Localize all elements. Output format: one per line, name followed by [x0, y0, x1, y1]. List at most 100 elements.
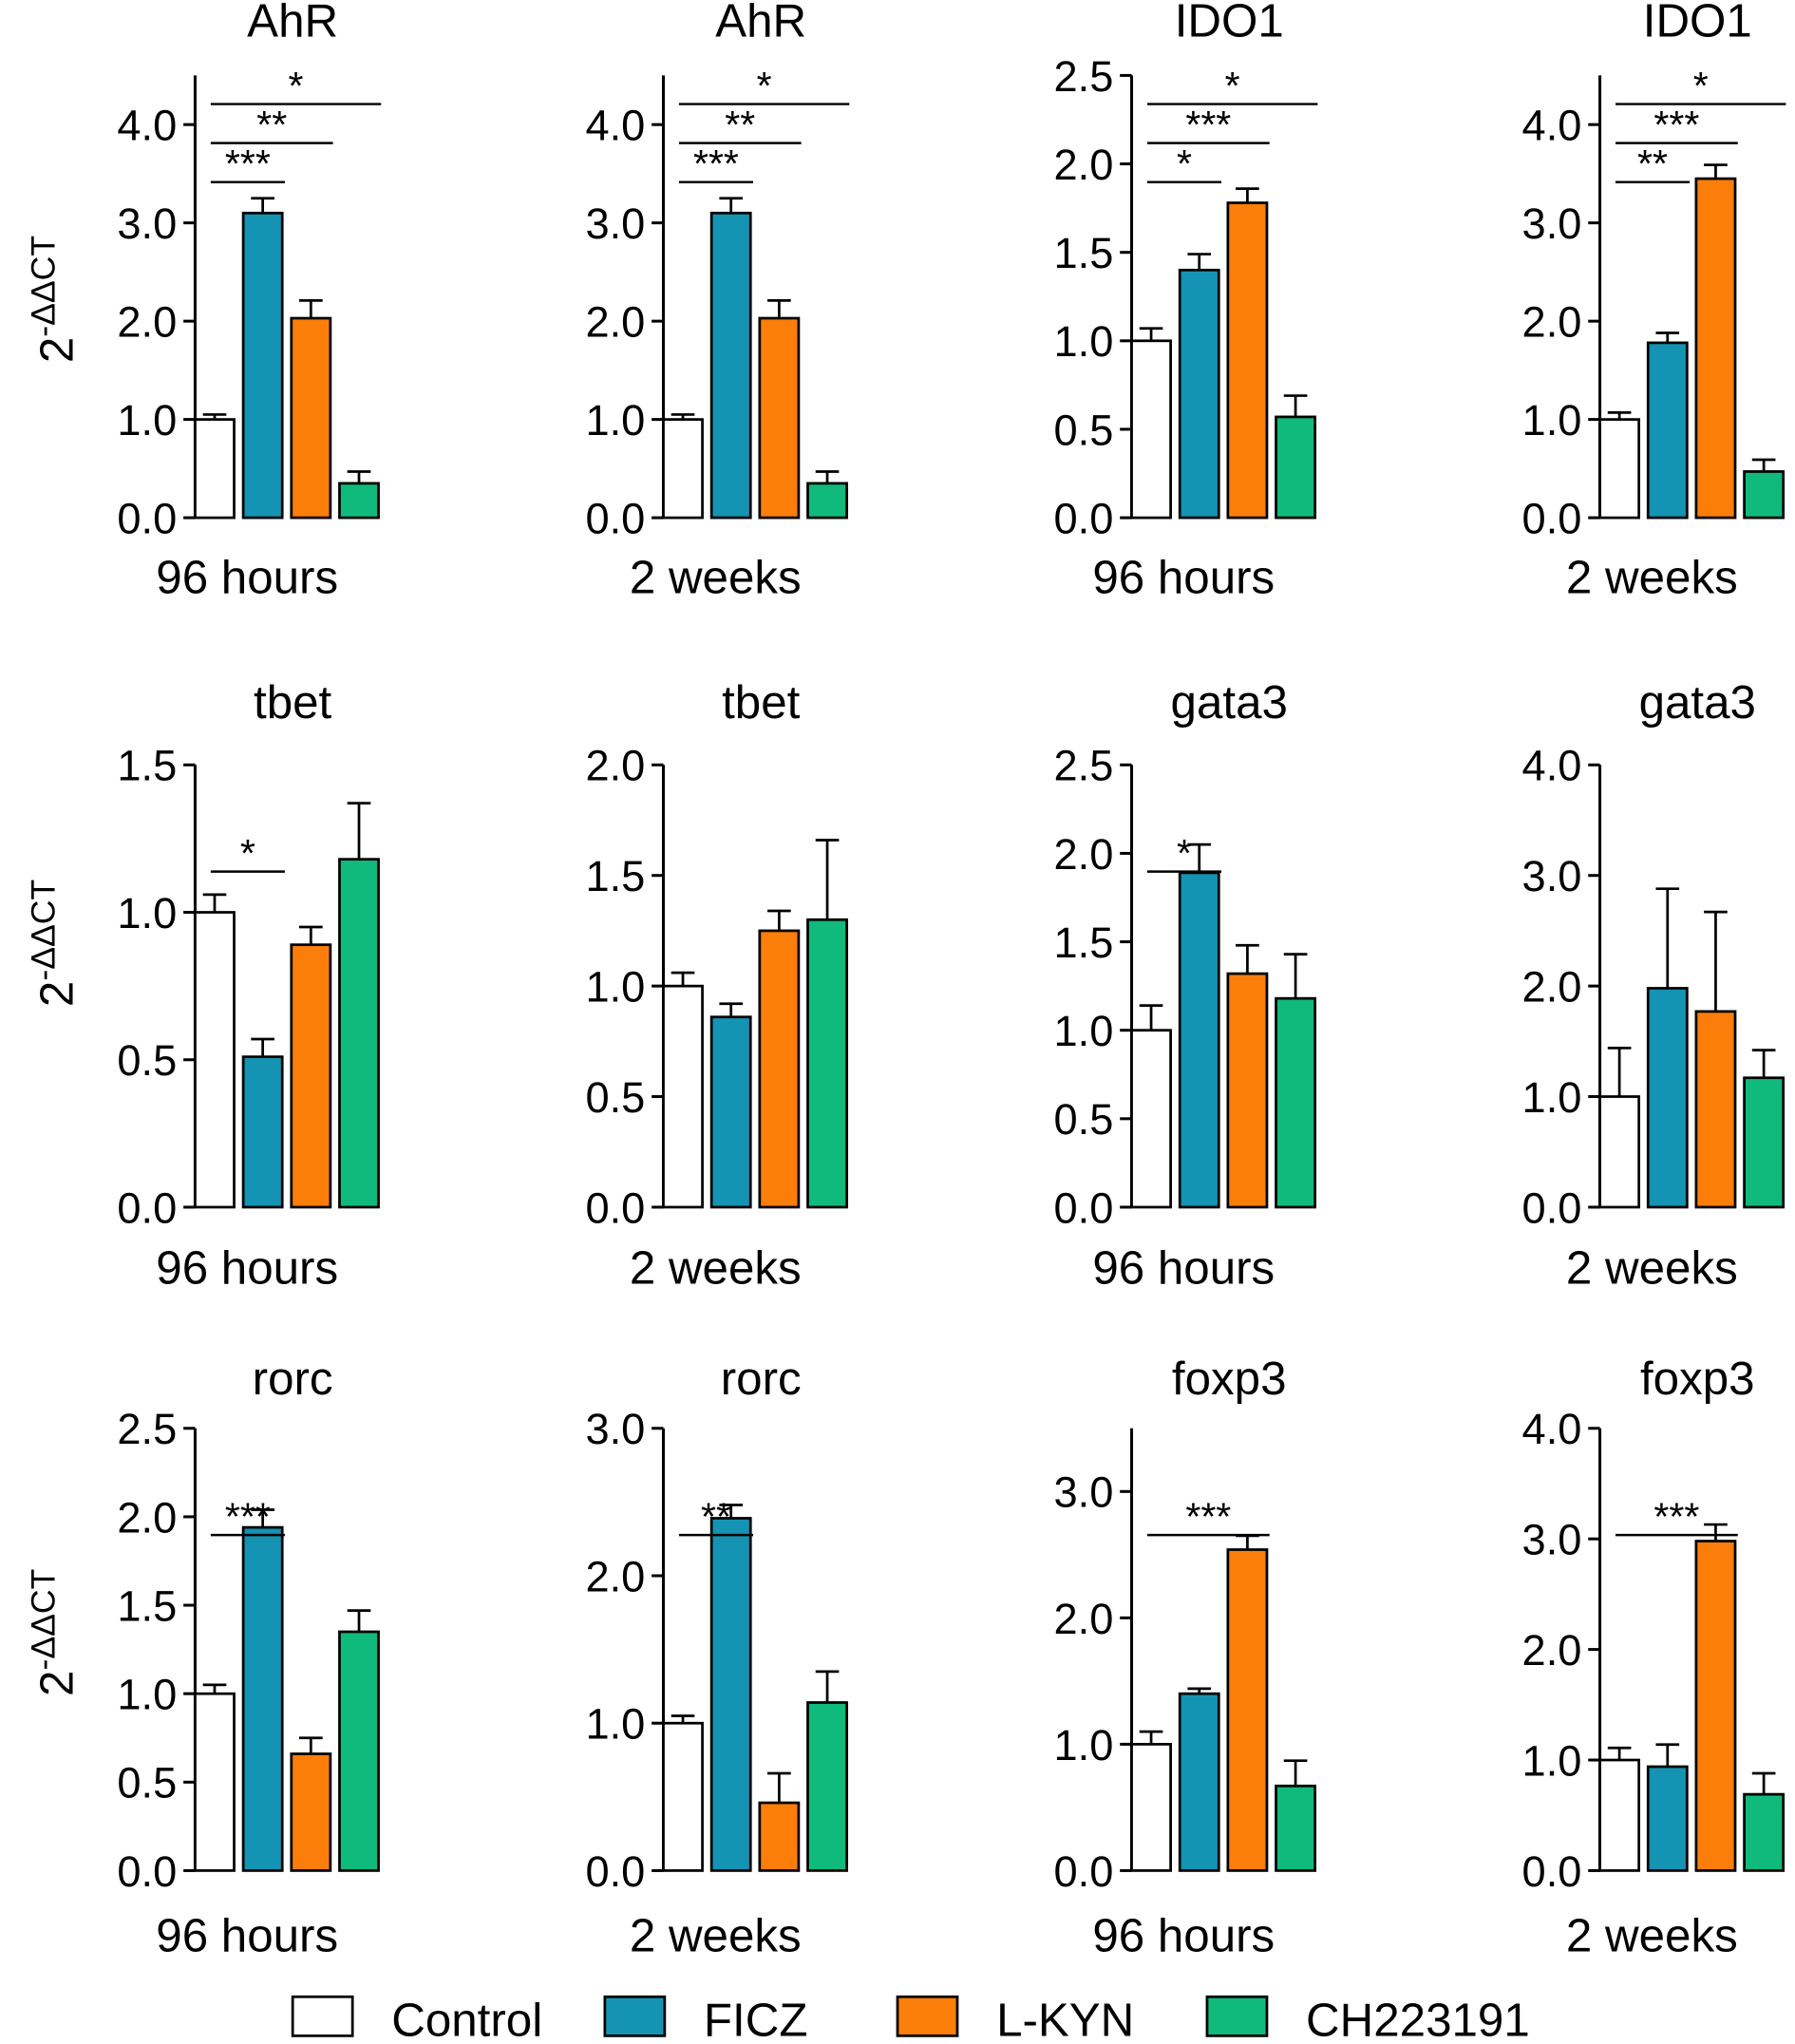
y-tick-label: 2.0	[585, 298, 645, 347]
chart-panel-5: tbet 0.0 0.5 1.0 1.5 * 96 hours	[117, 676, 380, 1295]
y-tick-label: 0.0	[117, 1847, 177, 1896]
bar-ch223191	[1275, 1784, 1317, 1872]
y-tick-label: 3.0	[585, 1405, 645, 1453]
bar-l-kyn	[1226, 972, 1269, 1209]
chart-title: tbet	[254, 676, 332, 729]
bar-control	[662, 418, 704, 520]
y-tick-label: 1.5	[1054, 229, 1114, 277]
y-tick-label: 1.0	[585, 1700, 645, 1749]
legend-swatch	[603, 1995, 667, 2037]
y-tick-label: 3.0	[1522, 199, 1582, 248]
bar-ficz	[241, 1525, 284, 1872]
chart-title: IDO1	[1643, 0, 1752, 47]
chart-panel-7: gata3 0.0 0.5 1.0 1.5 2.0 2.5 * 96 hours	[1054, 676, 1317, 1295]
bar-ch223191	[1275, 415, 1317, 520]
significance-label: **	[1637, 142, 1668, 185]
bar-control	[1130, 1743, 1172, 1872]
legend-label: FICZ	[704, 1994, 808, 2044]
y-tick-label: 1.5	[1054, 918, 1114, 967]
y-tick-label: 1.0	[117, 1671, 177, 1719]
chart-title: AhR	[247, 0, 338, 47]
y-tick-label: 1.0	[585, 396, 645, 445]
y-tick-label: 2.5	[117, 1405, 177, 1453]
y-tick-label: 1.0	[1054, 1721, 1114, 1770]
significance-label: *	[757, 64, 772, 107]
y-axis-label: 2-ΔΔCT	[25, 236, 84, 363]
x-axis-label: 96 hours	[156, 1242, 338, 1295]
y-tick-label: 3.0	[1522, 852, 1582, 900]
y-axis-label-base: 2	[31, 981, 84, 1007]
chart-title: gata3	[1171, 676, 1288, 729]
bar-ficz	[1178, 268, 1220, 520]
y-tick-label: 0.5	[1054, 1095, 1114, 1144]
y-tick-label: 2.0	[117, 1493, 177, 1542]
y-axis-label-exponent: -ΔΔCT	[25, 1569, 63, 1671]
legend-swatch	[291, 1995, 354, 2037]
chart-title: AhR	[715, 0, 806, 47]
y-tick-label: 1.5	[117, 1581, 177, 1630]
significance-label: *	[289, 64, 304, 107]
y-tick-label: 1.0	[585, 963, 645, 1012]
bar-ch223191	[1743, 1076, 1786, 1209]
significance-label: ***	[693, 142, 739, 185]
chart-title: foxp3	[1640, 1353, 1755, 1405]
bar-ficz	[1646, 341, 1689, 520]
y-axis-label-exponent: -ΔΔCT	[25, 236, 63, 337]
y-tick-label: 1.0	[1054, 1007, 1114, 1055]
y-tick-label: 2.0	[585, 742, 645, 790]
y-axis-label: 2-ΔΔCT	[25, 880, 84, 1007]
bar-ch223191	[1743, 470, 1786, 520]
significance-label: **	[256, 103, 287, 146]
chart-title: rorc	[253, 1353, 333, 1405]
y-tick-label: 1.5	[117, 742, 177, 790]
x-axis-label: 96 hours	[156, 1909, 338, 1961]
x-axis-label: 2 weeks	[630, 552, 802, 604]
bar-control	[1598, 1095, 1641, 1209]
bar-control	[1598, 418, 1641, 520]
bar-ficz	[709, 211, 752, 520]
bar-control	[1130, 339, 1172, 520]
y-tick-label: 2.0	[585, 1552, 645, 1600]
legend-item-control: Control	[291, 1994, 542, 2044]
chart-panel-11: foxp3 0.0 1.0 2.0 3.0 *** 96 hours	[1054, 1353, 1317, 1961]
chart-title: gata3	[1639, 676, 1756, 729]
significance-label: *	[1177, 831, 1192, 875]
x-axis-label: 2 weeks	[630, 1242, 802, 1295]
bar-control	[662, 1721, 704, 1872]
bar-l-kyn	[758, 929, 801, 1209]
y-tick-label: 0.0	[585, 495, 645, 543]
bar-ficz	[1646, 1765, 1689, 1872]
bar-ficz	[1646, 987, 1689, 1209]
y-tick-label: 2.0	[1522, 298, 1582, 347]
y-tick-label: 0.0	[585, 1183, 645, 1232]
chart-panel-12: foxp3 0.0 1.0 2.0 3.0 4.0 *** 2 weeks	[1522, 1353, 1786, 1961]
y-tick-label: 2.0	[1522, 963, 1582, 1012]
significance-label: ***	[1653, 103, 1699, 146]
x-axis-label: 2 weeks	[1566, 1909, 1738, 1961]
bar-control	[194, 911, 236, 1209]
y-tick-label: 1.0	[117, 396, 177, 445]
y-tick-label: 2.5	[1054, 742, 1114, 790]
y-tick-label: 0.0	[117, 1183, 177, 1232]
y-axis-label-exponent: -ΔΔCT	[25, 880, 63, 981]
y-tick-label: 1.0	[1054, 317, 1114, 366]
x-axis-label: 96 hours	[1092, 1242, 1275, 1295]
bar-ch223191	[338, 1630, 380, 1872]
legend-item-ficz: FICZ	[603, 1994, 808, 2044]
y-axis-label-base: 2	[31, 337, 84, 363]
y-tick-label: 2.0	[1054, 1595, 1114, 1643]
y-tick-label: 4.0	[1522, 102, 1582, 150]
significance-label: *	[1693, 64, 1709, 107]
x-axis-label: 2 weeks	[1566, 1242, 1738, 1295]
chart-panel-6: tbet 0.0 0.5 1.0 1.5 2.0 2 weeks	[585, 676, 848, 1295]
y-tick-label: 1.0	[117, 889, 177, 937]
bar-ch223191	[806, 1701, 848, 1872]
x-axis-label: 96 hours	[156, 552, 338, 604]
legend-item-ch223191: CH223191	[1205, 1994, 1530, 2044]
y-tick-label: 0.0	[1522, 1847, 1582, 1896]
bar-ficz	[241, 211, 284, 520]
bar-ficz	[709, 1015, 752, 1209]
